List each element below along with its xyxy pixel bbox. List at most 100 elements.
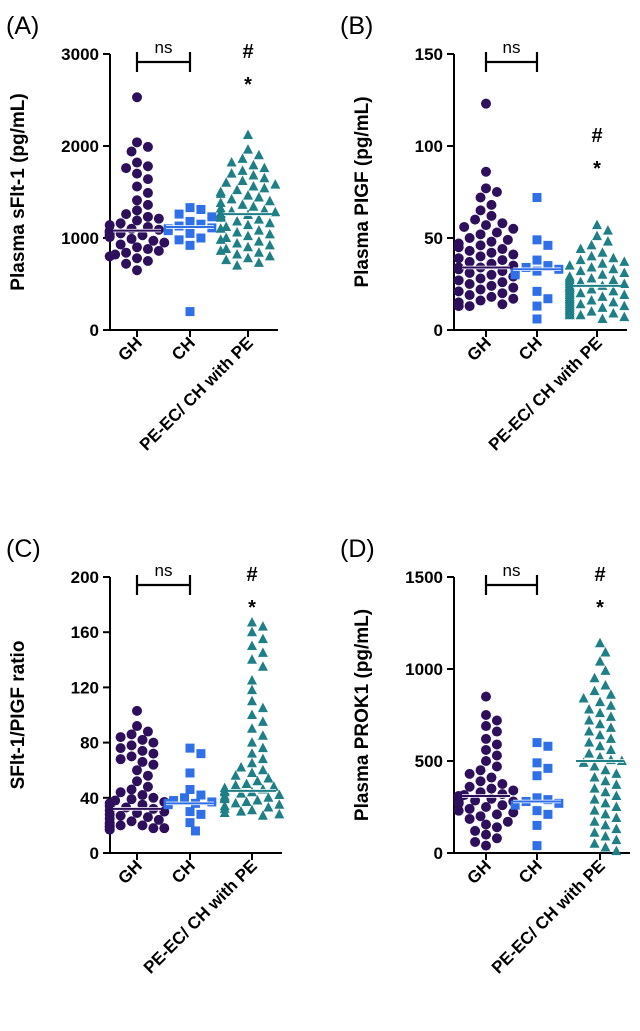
data-point [589, 805, 600, 815]
data-point [532, 314, 542, 324]
data-point [247, 767, 257, 777]
data-point [126, 784, 137, 795]
data-point [221, 177, 232, 187]
x-tick-label: CH [515, 333, 546, 364]
data-point [257, 621, 268, 631]
data-point [253, 214, 264, 224]
data-point [104, 232, 115, 243]
data-point [121, 258, 132, 269]
data-point [597, 291, 608, 301]
data-point [619, 311, 630, 322]
data-point [247, 748, 257, 758]
data-point [264, 250, 275, 261]
comparison-bracket [484, 52, 539, 72]
data-point [605, 733, 616, 743]
x-tick-label: GH [463, 856, 494, 887]
data-point [236, 788, 247, 798]
data-point [115, 754, 126, 765]
data-point [578, 692, 589, 703]
data-point [481, 220, 491, 231]
data-point [575, 265, 586, 276]
data-point [270, 179, 281, 189]
data-point [611, 845, 622, 856]
significance-hash: # [242, 41, 253, 63]
data-point [611, 823, 622, 834]
y-tick-label: 200 [71, 568, 99, 587]
data-point [532, 806, 542, 816]
data-point [137, 756, 148, 767]
data-point [257, 661, 268, 671]
data-point [486, 236, 497, 247]
y-tick-label: 100 [415, 137, 443, 156]
data-point [137, 734, 148, 745]
data-point [253, 247, 264, 257]
data-point [196, 809, 206, 819]
data-point [464, 290, 475, 301]
panel-label: (A) [6, 12, 39, 40]
data-point [247, 757, 257, 768]
data-point [589, 672, 600, 683]
data-point [586, 284, 597, 294]
data-point [253, 149, 264, 160]
data-point [232, 184, 243, 195]
data-point [532, 758, 542, 768]
data-point [481, 691, 491, 702]
data-point [491, 187, 502, 197]
data-point [252, 795, 263, 805]
data-point [475, 776, 486, 787]
data-point [543, 809, 553, 819]
data-point [142, 199, 153, 210]
data-point [142, 244, 153, 255]
data-point [142, 211, 153, 222]
data-point [148, 792, 159, 803]
data-point [221, 232, 232, 242]
data-point [264, 195, 275, 206]
data-point [115, 820, 126, 831]
data-point [237, 199, 248, 209]
data-point [486, 247, 497, 258]
data-point [226, 157, 237, 167]
data-point [142, 781, 153, 792]
significance-hash: # [246, 564, 257, 586]
data-point [126, 729, 137, 740]
data-point [115, 732, 126, 743]
data-point [475, 273, 486, 284]
data-point [241, 778, 252, 788]
data-point [575, 243, 586, 254]
data-point [497, 288, 508, 299]
data-point [602, 236, 613, 246]
data-point [608, 307, 619, 318]
data-point [221, 254, 232, 265]
data-point [619, 300, 630, 311]
y-tick-label: 80 [80, 734, 99, 753]
data-point [230, 779, 241, 790]
data-point [532, 820, 542, 830]
data-point [259, 204, 270, 215]
data-point [190, 826, 200, 836]
data-point [159, 823, 170, 834]
data-point [595, 707, 605, 718]
data-point [475, 240, 486, 251]
data-point [453, 264, 464, 275]
data-point [270, 206, 281, 217]
data-point [247, 695, 257, 706]
data-point [243, 219, 253, 230]
data-point [486, 269, 497, 280]
y-axis-title: Plasma sFlt-1 (pg/mL) [8, 93, 29, 290]
data-point [253, 236, 264, 246]
data-point [137, 745, 148, 756]
data-point [543, 763, 553, 773]
y-tick-label: 160 [71, 623, 99, 642]
data-point [589, 783, 600, 793]
data-point [497, 255, 508, 266]
data-point [257, 633, 268, 644]
comparison-label: ns [503, 561, 521, 580]
data-point [497, 244, 508, 255]
comparison-label: ns [155, 561, 173, 580]
y-tick-label: 2000 [61, 137, 99, 156]
data-point [543, 240, 553, 250]
data-point [532, 266, 542, 276]
data-point [600, 841, 611, 852]
data-point [142, 770, 153, 781]
data-point [464, 245, 475, 256]
